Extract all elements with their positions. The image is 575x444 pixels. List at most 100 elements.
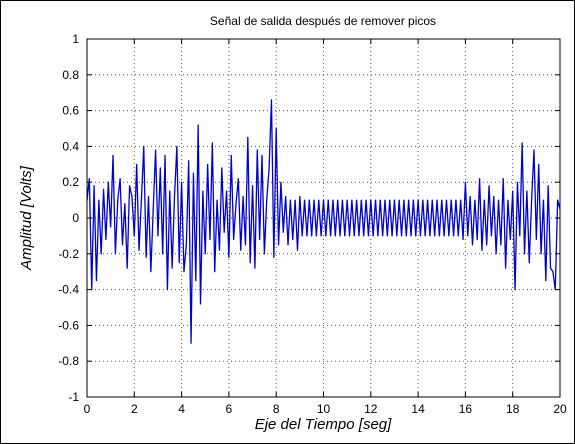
signal-point [136, 163, 138, 165]
signal-point [195, 280, 197, 282]
signal-point [386, 235, 388, 237]
signal-point [294, 199, 296, 201]
signal-point [190, 342, 192, 344]
signal-point [145, 256, 147, 258]
signal-point [119, 178, 121, 180]
signal-point [225, 190, 228, 192]
signal-point [266, 199, 268, 201]
signal-point [107, 181, 109, 183]
signal-point [533, 149, 535, 151]
signal-point [441, 199, 443, 201]
signal-point [469, 195, 471, 198]
signal-point [443, 235, 445, 237]
signal-point [393, 199, 396, 201]
signal-point [377, 235, 379, 237]
signal-point [242, 195, 244, 198]
signal-point [327, 199, 329, 201]
signal-point [519, 235, 521, 237]
signal-point [218, 249, 221, 251]
signal-point [296, 249, 299, 251]
signal-point [183, 271, 185, 273]
signal-point [277, 244, 280, 246]
signal-point [332, 199, 334, 201]
signal-point [438, 235, 440, 237]
signal-point [526, 190, 528, 192]
signal-point [464, 181, 466, 183]
signal-point [235, 203, 237, 205]
signal-point [211, 142, 213, 144]
signal-point [379, 199, 381, 201]
signal-point [299, 195, 301, 198]
signal-point [105, 238, 107, 241]
signal-point [429, 235, 431, 237]
signal-point [209, 238, 211, 241]
signal-point [547, 185, 549, 187]
signal-point [162, 253, 164, 255]
signal-point [516, 181, 519, 183]
signal-point [507, 199, 509, 201]
signal-point [514, 289, 516, 291]
x-tick-label: 20 [553, 402, 567, 416]
signal-point [512, 190, 514, 192]
signal-point [493, 195, 495, 198]
signal-point [341, 199, 344, 201]
signal-point [528, 262, 530, 264]
signal-point [552, 271, 554, 273]
signal-point [268, 167, 270, 169]
signal-point [275, 127, 277, 130]
signal-point [474, 199, 476, 201]
signal-point [325, 235, 327, 237]
signal-point [126, 267, 128, 269]
signal-point [249, 262, 251, 264]
signal-point [237, 178, 239, 180]
signal-point [230, 154, 232, 156]
signal-point [157, 235, 159, 237]
signal-point [216, 199, 218, 201]
grid-layer [87, 39, 560, 397]
signal-point [178, 262, 180, 264]
signal-point [545, 280, 547, 282]
signal-point [322, 199, 325, 201]
signal-point [436, 199, 438, 201]
signal-point [538, 163, 540, 165]
signal-point [259, 238, 261, 241]
signal-point [531, 199, 533, 201]
signal-point [471, 244, 474, 246]
signal-point [114, 253, 116, 255]
y-tick-label: -1 [68, 390, 79, 404]
signal-point [495, 253, 497, 255]
signal-point [382, 235, 384, 237]
signal-point [301, 235, 303, 237]
signal-point [131, 195, 133, 198]
signal-point [410, 235, 412, 237]
signal-point [150, 271, 152, 273]
signal-point [152, 208, 154, 210]
x-tick-label: 6 [226, 402, 233, 416]
signal-line [86, 99, 561, 344]
signal-point [360, 199, 362, 201]
y-tick-label: -0.8 [58, 354, 79, 368]
signal-point [140, 199, 142, 201]
signal-point [273, 256, 275, 258]
signal-point [490, 235, 493, 237]
signal-point [282, 231, 284, 233]
y-tick-label: -0.6 [58, 318, 79, 332]
y-tick-label: 0.2 [62, 175, 79, 189]
signal-point [557, 199, 559, 201]
signal-point [223, 231, 225, 233]
signal-point [521, 142, 523, 144]
signal-point [391, 235, 393, 237]
signal-point [289, 199, 291, 201]
signal-point [419, 235, 422, 237]
signal-point [88, 178, 90, 180]
signal-point [233, 238, 235, 241]
signal-point [417, 199, 419, 201]
signal-point [121, 244, 124, 246]
signal-point [363, 235, 365, 237]
signal-point [488, 185, 490, 187]
signal-point [329, 235, 332, 237]
signal-point [303, 199, 306, 201]
x-tick-label: 16 [459, 402, 473, 416]
signal-point [358, 235, 360, 237]
